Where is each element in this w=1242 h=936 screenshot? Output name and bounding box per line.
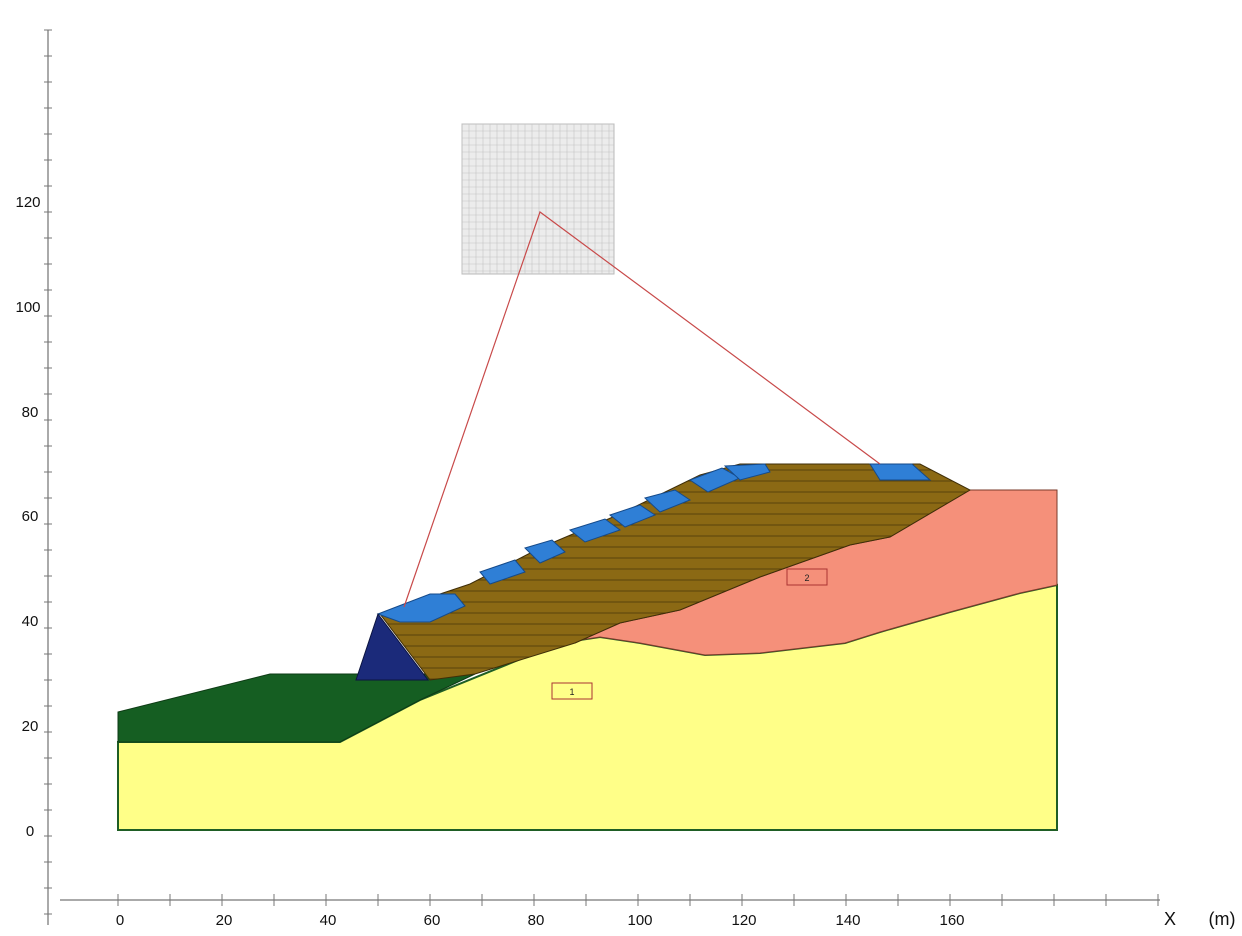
drain-wedge-6 <box>643 489 692 513</box>
y-tick-label-120: 120 <box>15 194 40 211</box>
x-tick-label-120: 120 <box>731 912 756 929</box>
material-label-2-box <box>786 568 828 586</box>
green-layer <box>117 673 476 743</box>
y-tick-label-60: 60 <box>22 508 39 525</box>
embankment-body <box>379 463 972 681</box>
circle-center-grid <box>461 123 615 275</box>
drain-wedge-8 <box>723 463 771 481</box>
critical-slip-lines <box>403 211 881 608</box>
drain-wedge-1 <box>376 593 466 623</box>
drain-wedge-9 <box>869 463 932 481</box>
drain-layers <box>376 463 932 623</box>
drain-wedge-2 <box>479 559 526 585</box>
material-label-1-box <box>551 682 593 700</box>
material-label-1: 1 <box>551 682 593 700</box>
y-tick-label-40: 40 <box>22 613 39 630</box>
axes: 0 20 40 60 80 100 120 0 20 40 60 80 100 … <box>15 29 1236 929</box>
y-tick-label-100: 100 <box>15 299 40 316</box>
grid-lines <box>461 123 614 274</box>
drain-wedge-3 <box>524 539 566 564</box>
x-tick-label-20: 20 <box>216 912 233 929</box>
grid-area <box>461 123 615 275</box>
toe-block <box>355 612 430 681</box>
x-tick-label-0: 0 <box>116 912 124 929</box>
x-tick-label-160: 160 <box>939 912 964 929</box>
material-label-2-text: 2 <box>804 573 809 583</box>
x-tick-label-80: 80 <box>528 912 545 929</box>
y-tick-label-0: 0 <box>26 823 34 840</box>
material-label-2: 2 <box>786 568 828 586</box>
material-label-1-text: 1 <box>569 687 574 697</box>
x-axis-title: X <box>1164 909 1176 929</box>
drain-wedge-5 <box>608 504 657 528</box>
x-tick-label-40: 40 <box>320 912 337 929</box>
drain-wedge-4 <box>568 518 622 543</box>
x-tick-label-60: 60 <box>424 912 441 929</box>
x-tick-label-140: 140 <box>835 912 860 929</box>
x-tick-label-100: 100 <box>627 912 652 929</box>
x-axis-unit: (m) <box>1209 909 1236 929</box>
y-tick-label-20: 20 <box>22 718 39 735</box>
y-tick-marks <box>44 29 52 915</box>
x-tick-marks <box>117 894 1159 906</box>
y-tick-label-80: 80 <box>22 404 39 421</box>
